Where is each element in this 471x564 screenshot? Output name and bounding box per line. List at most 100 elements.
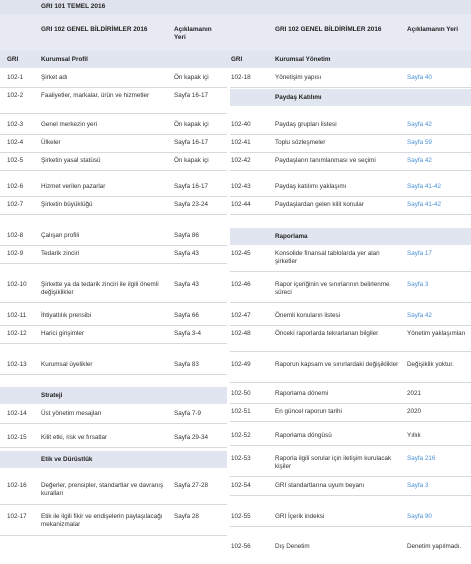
gri-label-left: GRI	[7, 56, 19, 63]
row-code: 102-41	[231, 139, 251, 146]
page-reference: Sayfa 16-17	[174, 139, 208, 146]
row-code: 102-16	[7, 482, 27, 489]
row-code: 102-15	[7, 434, 27, 441]
page-link[interactable]: Sayfa 41-42	[407, 201, 441, 208]
row-description: Çalışan profili	[41, 232, 80, 239]
row-description: Tedarik zinciri	[41, 250, 80, 257]
right-header-page: Açıklamanın Yeri	[407, 26, 459, 33]
row-divider	[0, 302, 227, 303]
row-description: Raporlama döngüsü	[275, 432, 332, 439]
row-description: Etik ile ilgili fikir ve endişelerin pay…	[41, 513, 163, 528]
row-description: Raporun kapsam ve sınırlardaki değişikli…	[275, 361, 399, 368]
row-code: 102-11	[7, 312, 27, 319]
row-divider	[230, 152, 471, 153]
row-description: Şirket adı	[41, 74, 68, 81]
page-reference: Sayfa 28	[174, 513, 199, 520]
row-divider	[0, 245, 227, 246]
row-divider	[0, 325, 227, 326]
row-divider	[0, 263, 227, 264]
page-link[interactable]: Sayfa 59	[407, 139, 432, 146]
row-description: Rapor içeriğinin ve sınırlarının belirle…	[275, 281, 390, 296]
section-row	[230, 228, 471, 245]
section-title: Raporlama	[275, 233, 308, 240]
row-code: 102-55	[231, 513, 251, 520]
row-description: Şirkette ya da tedarik zinciri ile ilgil…	[41, 281, 159, 296]
page-link[interactable]: Sayfa 42	[407, 121, 432, 128]
page-reference: Sayfa 7-9	[174, 410, 201, 417]
row-description: Önceki raporlarda tekrarlanan bilgiler	[275, 330, 379, 337]
row-code: 102-8	[7, 232, 24, 239]
page-link[interactable]: Sayfa 3	[407, 281, 429, 288]
row-divider	[230, 403, 471, 404]
left-header-page: Açıklamanın Yeri	[174, 26, 212, 41]
row-description: GRI standartlarına uyum beyanı	[275, 482, 365, 489]
row-divider	[0, 374, 227, 375]
row-divider	[0, 504, 227, 505]
row-code: 102-7	[7, 201, 24, 208]
row-code: 102-42	[231, 157, 251, 164]
section-row	[0, 451, 227, 468]
row-code: 102-14	[7, 410, 27, 417]
row-code: 102-18	[231, 74, 251, 81]
row-code: 102-12	[7, 330, 27, 337]
row-description: En güncel raporun tarihi	[275, 408, 342, 415]
row-description: Yönetişim yapısı	[275, 74, 322, 81]
row-description: Değerler, prensipler, standartlar ve dav…	[41, 482, 164, 497]
row-description: Raporla ilgili sorular için iletişim kur…	[275, 455, 392, 470]
page-reference: Sayfa 29-34	[174, 434, 208, 441]
section-row	[230, 89, 471, 106]
row-divider	[0, 214, 227, 215]
row-divider	[230, 351, 471, 352]
row-description: Paydaşlardan gelen kilit konular	[275, 201, 364, 208]
row-description: Kurumsal üyelikler	[41, 361, 93, 368]
page-link[interactable]: Sayfa 90	[407, 513, 432, 520]
row-divider	[0, 113, 227, 114]
row-divider	[230, 526, 471, 527]
row-divider	[230, 302, 471, 303]
row-description: Harici girişimler	[41, 330, 85, 337]
gri-label-right: GRI	[231, 56, 243, 63]
page-reference: Sayfa 66	[174, 312, 199, 319]
row-divider	[230, 382, 471, 383]
row-code: 102-43	[231, 183, 251, 190]
section-title: Paydaş Katılımı	[275, 94, 322, 101]
row-code: 102-53	[231, 455, 251, 462]
section-title: Kurumsal Profil	[41, 56, 88, 63]
page-reference: Değişiklik yoktur.	[407, 361, 454, 368]
row-description: Önemli konuların listesi	[275, 312, 341, 319]
row-description: Paydaş grupları listesi	[275, 121, 337, 128]
section-row	[0, 387, 227, 404]
page-reference: Yönetim yaklaşımları	[407, 330, 466, 337]
page-reference: Ön kapak içi	[174, 157, 209, 164]
row-description: GRI İçerik indeksi	[275, 513, 325, 520]
row-code: 102-44	[231, 201, 251, 208]
row-code: 102-13	[7, 361, 27, 368]
row-divider	[230, 495, 471, 496]
row-code: 102-47	[231, 312, 251, 319]
page-link[interactable]: Sayfa 40	[407, 74, 432, 81]
page-link[interactable]: Sayfa 42	[407, 312, 432, 319]
page-reference: Yıllık	[407, 432, 421, 439]
row-code: 102-5	[7, 157, 24, 164]
row-description: Ülkeler	[41, 139, 61, 146]
section-title: Strateji	[41, 392, 63, 399]
row-code: 102-46	[231, 281, 251, 288]
page-link[interactable]: Sayfa 42	[407, 157, 432, 164]
page-link[interactable]: Sayfa 216	[407, 455, 436, 462]
page-link[interactable]: Sayfa 3	[407, 482, 429, 489]
row-description: Toplu sözleşmeler	[275, 139, 326, 146]
row-code: 102-54	[231, 482, 251, 489]
page-reference: Sayfa 43	[174, 281, 199, 288]
page-reference: Sayfa 86	[174, 232, 199, 239]
page-link[interactable]: Sayfa 17	[407, 250, 432, 257]
page-link[interactable]: Sayfa 41-42	[407, 183, 441, 190]
row-description: Paydaşların tanımlanması ve seçimi	[275, 157, 376, 164]
row-code: 102-50	[231, 390, 251, 397]
row-divider	[0, 196, 227, 197]
row-code: 102-40	[231, 121, 251, 128]
section-row	[0, 51, 471, 68]
row-divider	[0, 423, 227, 424]
row-description: Genel merkezin yeri	[41, 121, 97, 128]
left-header-title: GRI 102 GENEL BİLDİRİMLER 2016	[41, 26, 148, 33]
